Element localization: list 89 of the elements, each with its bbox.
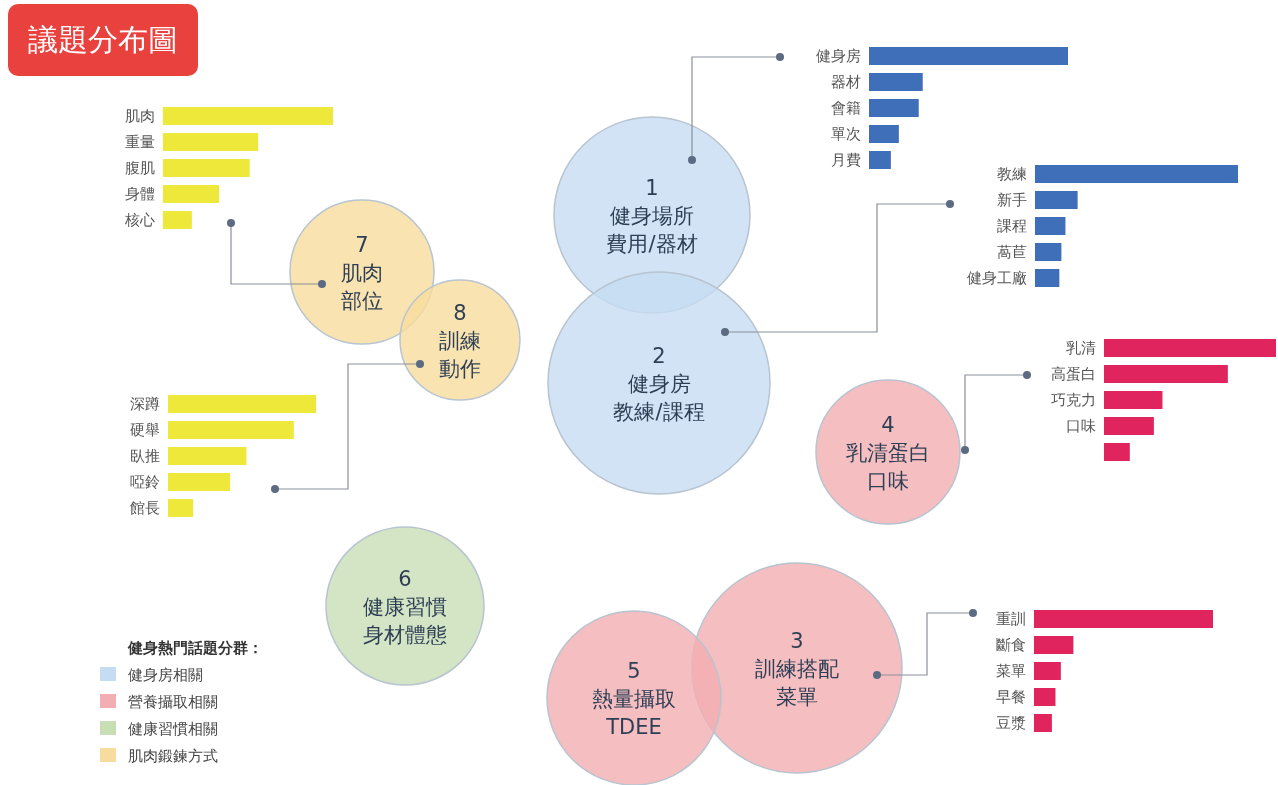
bar xyxy=(163,211,192,229)
text: 費用/器材 xyxy=(606,232,698,256)
bar xyxy=(869,151,891,169)
legend-label: 健康習慣相關 xyxy=(128,720,218,738)
bar xyxy=(1104,391,1163,409)
y-tick-label: 萵苣 xyxy=(997,243,1027,261)
text: 健身房 xyxy=(627,372,691,396)
text: 議題分布圖 xyxy=(8,4,198,76)
bar xyxy=(163,107,333,125)
text: 口味 xyxy=(867,469,909,493)
bar xyxy=(1104,417,1154,435)
bar xyxy=(1104,443,1130,461)
text: 2 xyxy=(652,344,666,368)
text: 6 xyxy=(398,567,412,591)
text: 健身場所 xyxy=(610,204,694,228)
text: 肌肉 xyxy=(341,261,383,285)
y-tick-label: 重量 xyxy=(125,133,155,151)
bar xyxy=(163,133,259,151)
bar xyxy=(1034,662,1061,680)
text: 健康習慣 xyxy=(363,595,447,619)
y-tick-label: 重訓 xyxy=(996,610,1026,628)
bar xyxy=(168,447,247,465)
y-tick-label: 器材 xyxy=(831,73,861,91)
text: 身材體態 xyxy=(363,623,447,647)
text: 1 xyxy=(645,176,659,200)
y-tick-label: 健身工廠 xyxy=(967,269,1027,287)
bar xyxy=(869,125,899,143)
y-tick-label: 腹肌 xyxy=(125,159,155,177)
bar xyxy=(1035,243,1062,261)
text: 乳清蛋白 xyxy=(846,441,930,465)
y-tick-label: 核心 xyxy=(124,211,155,229)
text: 訓練 xyxy=(439,329,481,353)
text: 8 xyxy=(453,301,467,325)
y-tick-label: 高蛋白 xyxy=(1051,365,1096,383)
bar xyxy=(869,73,923,91)
bar xyxy=(1034,688,1056,706)
legend-label: 健身房相關 xyxy=(128,666,203,684)
bar xyxy=(163,159,250,177)
bar xyxy=(1035,165,1238,183)
bar xyxy=(168,499,194,517)
bar xyxy=(1104,339,1276,357)
text: 3 xyxy=(790,629,804,653)
y-tick-label: 肌肉 xyxy=(125,107,155,125)
y-tick-label: 臥推 xyxy=(130,447,160,465)
y-tick-label: 教練 xyxy=(997,165,1027,183)
bar xyxy=(163,185,220,203)
text: 4 xyxy=(881,413,895,437)
y-tick-label: 口味 xyxy=(1066,417,1096,435)
text: TDEE xyxy=(605,715,662,739)
bar xyxy=(168,421,294,439)
text: 5 xyxy=(627,659,641,683)
y-tick-label: 乳清 xyxy=(1066,339,1096,357)
y-tick-label: 會籍 xyxy=(831,99,861,117)
y-tick-label: 啞鈴 xyxy=(130,473,160,491)
bar xyxy=(1034,636,1074,654)
text: 部位 xyxy=(341,289,383,313)
text: 7 xyxy=(355,233,369,257)
bar xyxy=(1034,610,1213,628)
y-tick-label: 菜單 xyxy=(996,662,1026,680)
y-tick-label: 巧克力 xyxy=(1051,391,1096,409)
y-tick-label: 斷食 xyxy=(996,636,1026,654)
text: 菜單 xyxy=(776,685,818,709)
bar xyxy=(869,47,1068,65)
legend-label: 肌肉鍛鍊方式 xyxy=(128,747,218,765)
y-tick-label: 深蹲 xyxy=(130,395,160,413)
y-tick-label: 身體 xyxy=(125,185,155,203)
text: 熱量攝取 xyxy=(592,687,676,711)
bar xyxy=(1104,365,1228,383)
text: 動作 xyxy=(439,357,481,381)
y-tick-label: 健身房 xyxy=(816,47,861,65)
y-tick-label: 單次 xyxy=(831,125,861,143)
bar xyxy=(1035,217,1066,235)
text: 教練/課程 xyxy=(613,400,705,424)
y-tick-label: 月費 xyxy=(831,151,861,169)
y-tick-label: 早餐 xyxy=(996,688,1026,706)
y-tick-label: 豆漿 xyxy=(996,714,1026,732)
y-tick-label: 新手 xyxy=(997,191,1027,209)
legend-label: 營養攝取相關 xyxy=(128,693,218,711)
bar xyxy=(1035,191,1078,209)
bar xyxy=(1034,714,1052,732)
bar xyxy=(1035,269,1060,287)
y-tick-label: 館長 xyxy=(130,499,160,517)
bar xyxy=(168,395,316,413)
y-tick-label: 硬舉 xyxy=(130,421,160,439)
y-tick-label: 課程 xyxy=(997,217,1027,235)
legend-title: 健身熱門話題分群： xyxy=(127,639,263,657)
text: 訓練搭配 xyxy=(755,657,839,681)
bar xyxy=(168,473,231,491)
bar xyxy=(869,99,919,117)
